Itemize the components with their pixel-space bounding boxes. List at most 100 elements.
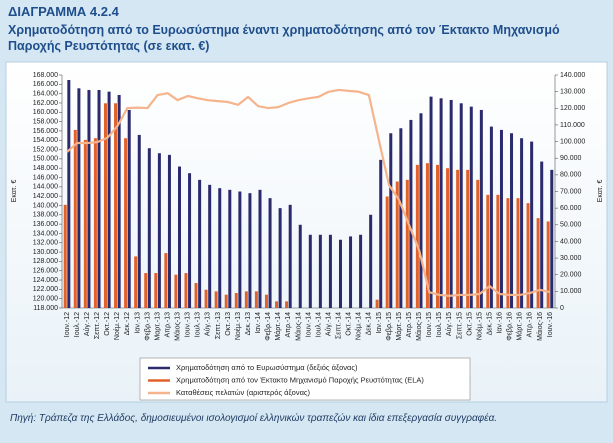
x-tick-label: Ιουν.-14: [305, 312, 312, 337]
y-tick-label: 150.000: [33, 156, 58, 163]
x-tick-label: Αύγ.-14: [324, 312, 332, 336]
x-tick-label: Απρ.-16: [527, 312, 534, 338]
legend-box: [139, 357, 471, 401]
bar: [469, 106, 473, 308]
y-tick-label: 134.000: [33, 230, 58, 237]
x-tick-label: Φεβρ.-15: [386, 312, 393, 341]
bar: [476, 179, 480, 308]
bar: [167, 154, 171, 308]
bar: [73, 129, 77, 308]
legend-label: Χρηματοδότηση από το Ευρωσύστημα (δεξιός…: [176, 363, 358, 372]
x-tick-label: Ιαν.-16: [497, 312, 504, 334]
x-tick-label: Ιουν.-13: [185, 312, 192, 337]
bar: [248, 193, 252, 308]
bar: [435, 164, 439, 308]
y2-tick-label: 90.000: [560, 155, 582, 162]
y-tick-label: 162.000: [33, 100, 58, 107]
y-tick-label: 152.000: [33, 146, 58, 153]
bar: [415, 164, 419, 308]
x-tick-label: Απρ.-14: [285, 312, 292, 338]
bar: [238, 191, 242, 308]
y-tick-label: 164.000: [33, 90, 58, 97]
bar: [157, 153, 161, 308]
y-tick-label: 130.000: [33, 249, 58, 256]
bar: [83, 139, 87, 308]
y-tick-label: 140.000: [33, 202, 58, 209]
bar: [275, 301, 279, 308]
bar: [244, 291, 248, 308]
chart-title: ΔΙΑΓΡΑΜΜΑ 4.2.4: [8, 4, 119, 19]
x-tick-label: Οκτ.-14: [346, 312, 353, 336]
bar: [409, 119, 413, 308]
y2-tick-label: 30.000: [560, 255, 582, 262]
bar: [224, 294, 228, 308]
x-tick-label: Ιουν.-12: [64, 312, 71, 337]
x-tick-label: Μάρτ.-15: [395, 312, 403, 341]
bar: [178, 166, 182, 308]
legend-label: Καταθέσεις πελατών (αριστερός άξονας): [176, 388, 311, 397]
x-tick-label: Ιουν.-16: [547, 312, 554, 337]
y-tick-label: 144.000: [33, 184, 58, 191]
bar: [520, 138, 524, 308]
bar: [530, 141, 534, 308]
bar: [369, 214, 373, 308]
x-tick-label: Μάιος-14: [294, 312, 302, 341]
x-tick-label: Φεβρ.-14: [265, 312, 272, 341]
bar: [446, 168, 450, 308]
x-tick-label: Οκτ.-15: [466, 312, 473, 336]
source-note: Πηγή: Τράπεζα της Ελλάδος, δημοσιευμένοι…: [10, 413, 498, 424]
bar: [328, 234, 332, 308]
x-tick-label: Ιαν.-13: [134, 312, 141, 334]
bar: [385, 196, 389, 308]
y-tick-label: 126.000: [33, 268, 58, 275]
bar: [540, 161, 544, 308]
x-tick-label: Νοέμ.-12: [113, 312, 121, 340]
x-tick-label: Ιουλ.-12: [74, 312, 81, 337]
bar: [214, 291, 218, 308]
bar: [405, 179, 409, 308]
bar: [466, 169, 470, 308]
x-tick-label: Ιαν.-15: [376, 312, 383, 334]
x-tick-label: Φεβρ.-13: [144, 312, 151, 341]
x-tick-label: Απρ.-15: [406, 312, 413, 338]
y2-tick-label: 10.000: [560, 288, 582, 295]
bar: [164, 253, 168, 308]
x-tick-label: Οκτ.-12: [104, 312, 111, 336]
x-tick-label: Μάρτ.-14: [274, 312, 282, 341]
bar: [278, 208, 282, 308]
x-tick-label: Δεκ.-14: [366, 312, 373, 335]
bar: [97, 89, 101, 308]
bar: [425, 163, 429, 308]
x-tick-label: Σεπτ.-13: [215, 312, 222, 339]
x-tick-label: Νοέμ.-14: [355, 312, 363, 340]
y-tick-label: 124.000: [33, 277, 58, 284]
bar: [198, 179, 202, 308]
x-tick-label: Οκτ.-13: [225, 312, 232, 336]
bar: [137, 134, 141, 308]
x-tick-label: Φεβρ.-16: [507, 312, 514, 341]
bar: [489, 126, 493, 308]
bar: [399, 128, 403, 308]
bar: [154, 273, 158, 308]
y-tick-label: 128.000: [33, 258, 58, 265]
bar: [338, 239, 342, 308]
x-tick-label: Σεπτ.-15: [456, 312, 463, 339]
x-tick-label: Δεκ.-12: [124, 312, 131, 335]
bar: [127, 109, 131, 308]
y2-tick-label: 60.000: [560, 205, 582, 212]
y2-tick-label: 0: [560, 305, 564, 312]
bar: [456, 169, 460, 308]
y2-tick-label: 50.000: [560, 222, 582, 229]
y2-tick-label: 70.000: [560, 188, 582, 195]
bar: [449, 99, 453, 308]
x-tick-label: Ιουλ.-13: [195, 312, 202, 337]
bar: [117, 94, 121, 308]
x-tick-label: Μάιος-16: [536, 312, 544, 341]
bar: [429, 96, 433, 308]
bar: [147, 148, 151, 308]
bar: [308, 234, 312, 308]
bar: [174, 274, 178, 308]
header: ΔΙΑΓΡΑΜΜΑ 4.2.4 Χρηματοδότηση από το Ευρ…: [8, 4, 608, 54]
y-tick-label: 166.000: [33, 81, 58, 88]
